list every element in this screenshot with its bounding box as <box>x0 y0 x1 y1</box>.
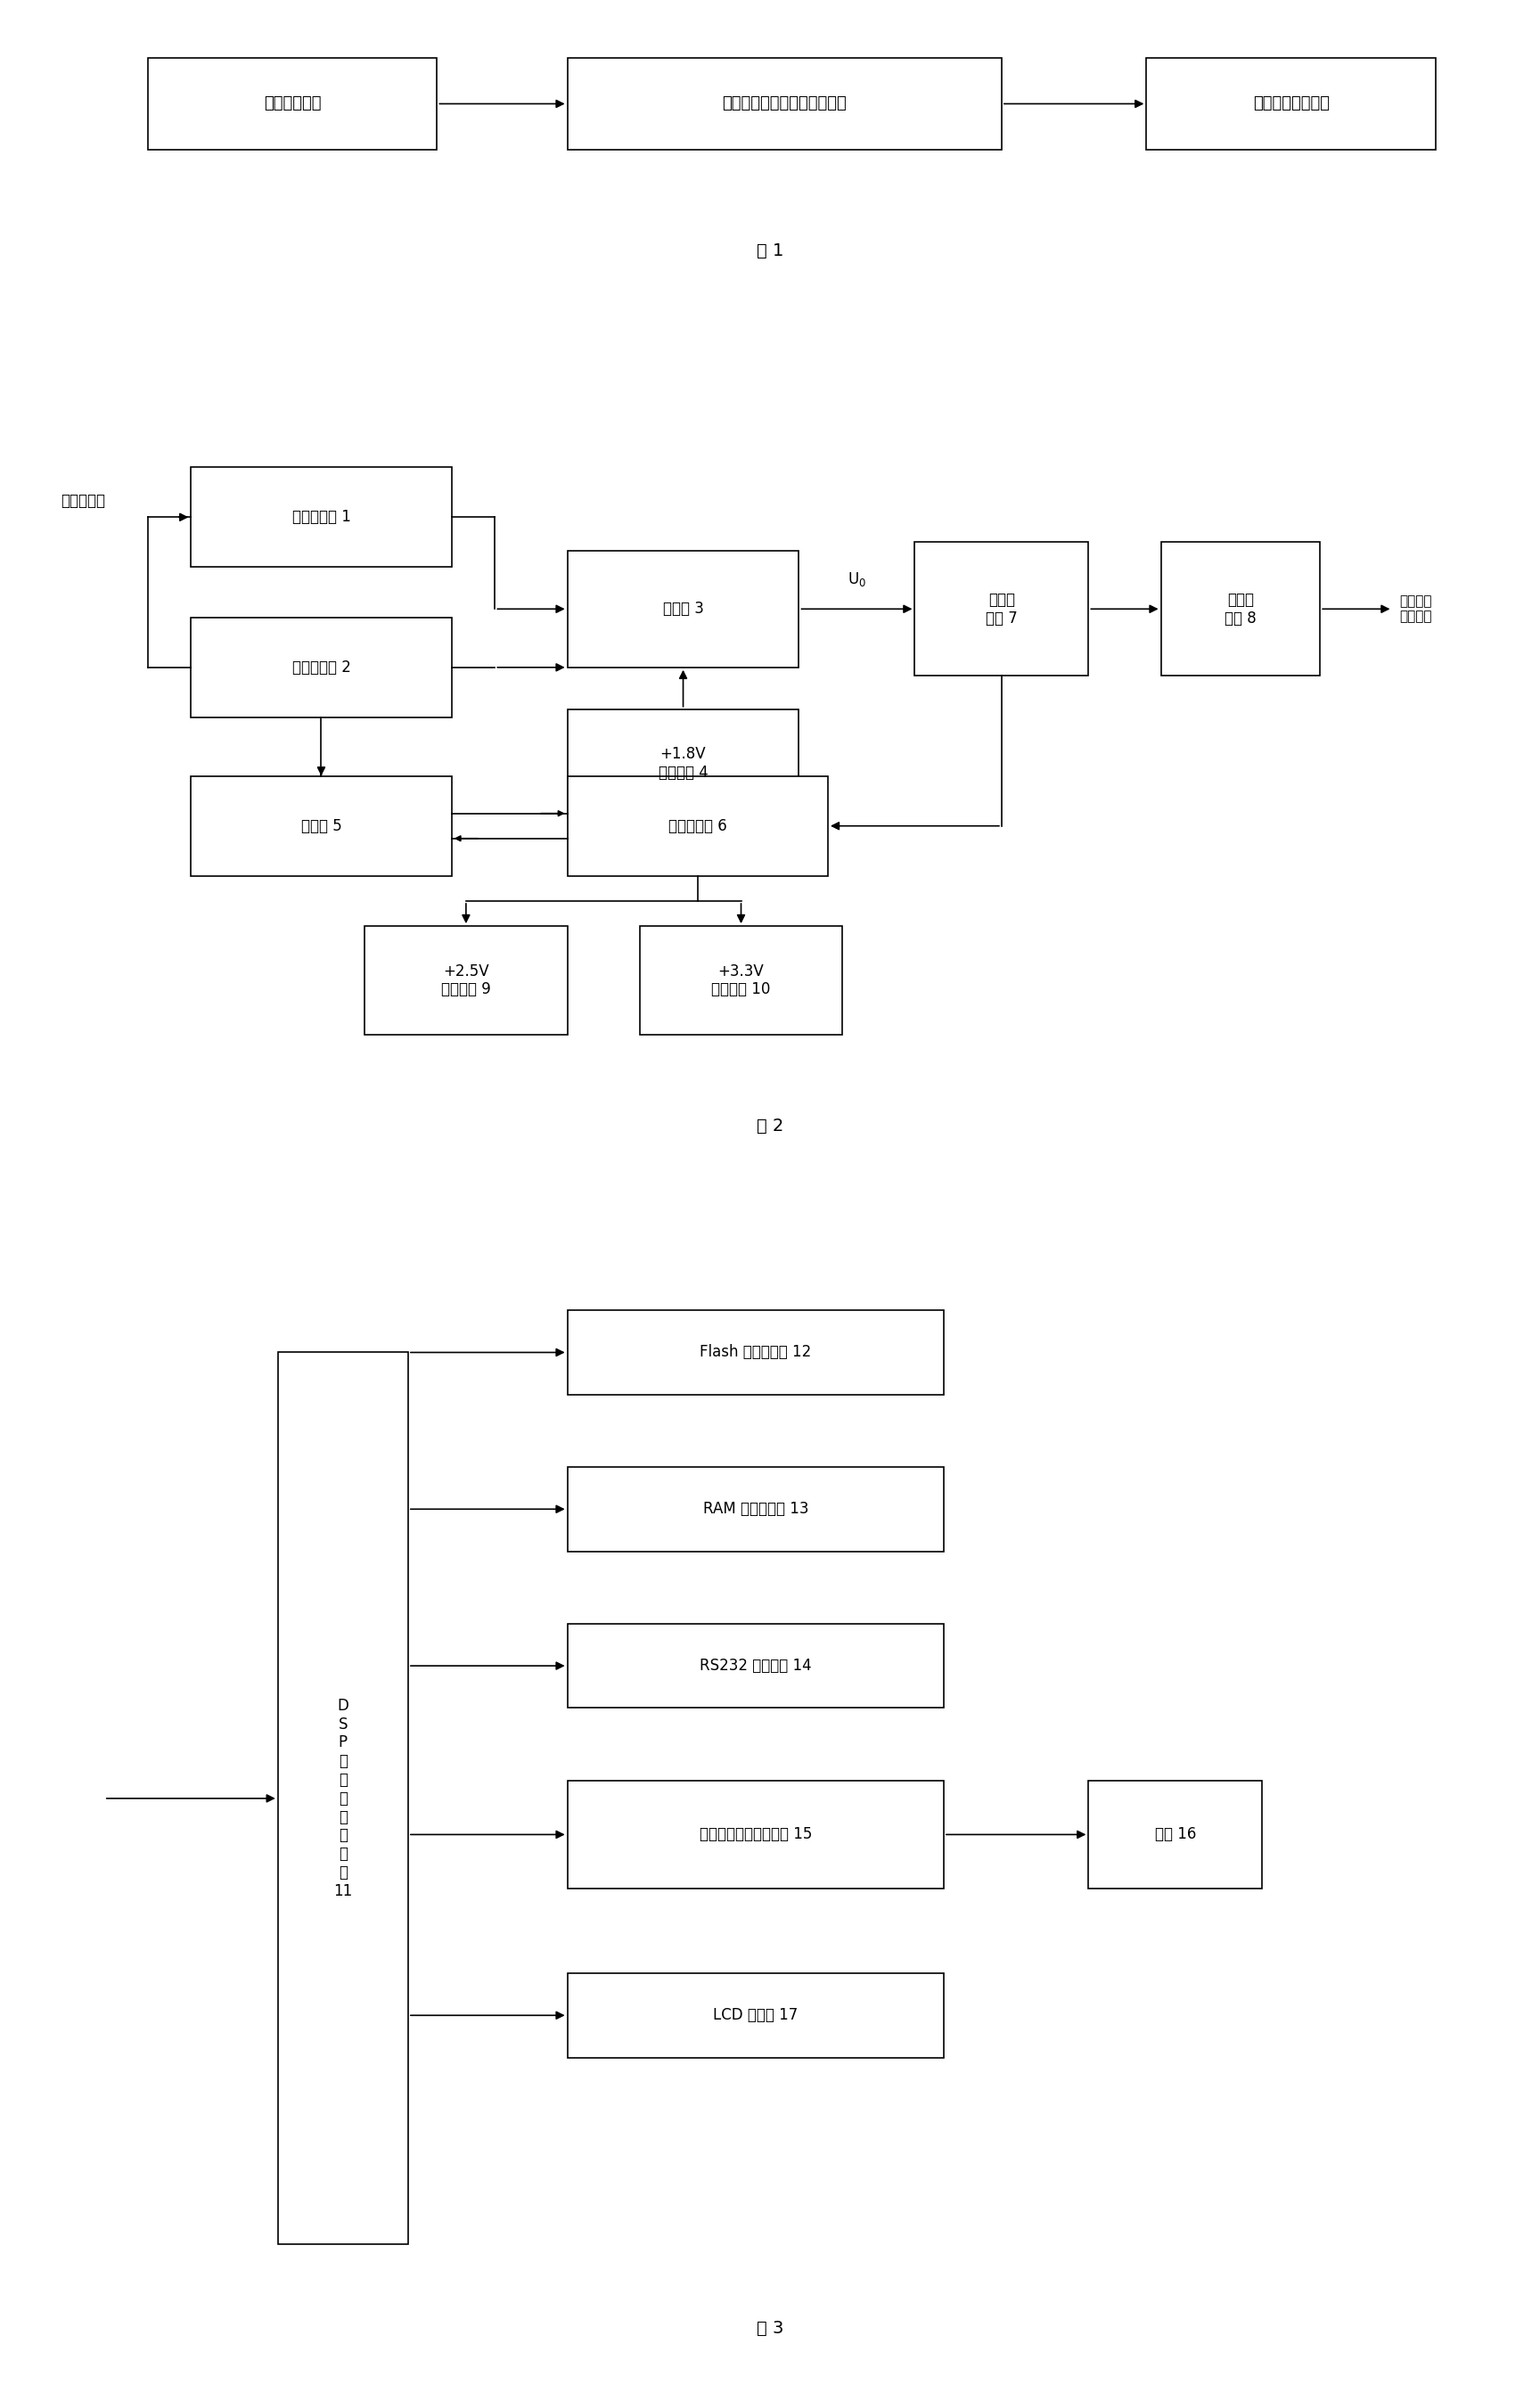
FancyBboxPatch shape <box>567 1311 944 1395</box>
FancyBboxPatch shape <box>148 58 437 149</box>
Text: U$_0$: U$_0$ <box>847 571 865 588</box>
Text: 声发射传感器: 声发射传感器 <box>263 96 320 113</box>
Text: 可编程逻辑控制寄存器 15: 可编程逻辑控制寄存器 15 <box>699 1827 812 1842</box>
FancyBboxPatch shape <box>639 927 842 1035</box>
Text: 图 3: 图 3 <box>756 2319 784 2336</box>
FancyBboxPatch shape <box>191 776 451 876</box>
Text: RAM 数据存储器 13: RAM 数据存储器 13 <box>702 1501 808 1517</box>
FancyBboxPatch shape <box>365 927 567 1035</box>
FancyBboxPatch shape <box>567 1974 944 2058</box>
FancyBboxPatch shape <box>567 708 799 819</box>
FancyBboxPatch shape <box>567 776 829 876</box>
Text: 双路比较器 6: 双路比较器 6 <box>668 819 727 833</box>
Text: 前置放大器 1: 前置放大器 1 <box>293 509 351 526</box>
Text: RS232 串口芯片 14: RS232 串口芯片 14 <box>699 1657 812 1673</box>
FancyBboxPatch shape <box>191 617 451 718</box>
FancyBboxPatch shape <box>567 550 799 667</box>
Text: +2.5V
基准电源 9: +2.5V 基准电源 9 <box>440 963 491 996</box>
Text: 工频陷
波器 7: 工频陷 波器 7 <box>986 591 1018 627</box>
Text: 图 1: 图 1 <box>756 243 784 259</box>
FancyBboxPatch shape <box>1146 58 1435 149</box>
Text: 数字信号
处理模块: 数字信号 处理模块 <box>1400 595 1432 624</box>
FancyBboxPatch shape <box>567 1467 944 1551</box>
FancyBboxPatch shape <box>191 468 451 567</box>
FancyBboxPatch shape <box>915 543 1089 675</box>
Text: D
S
P
数
字
信
号
处
理
器
11: D S P 数 字 信 号 处 理 器 11 <box>334 1698 353 1899</box>
Text: 数字信号处理模块: 数字信号处理模块 <box>1254 96 1329 113</box>
Text: 键盘 16: 键盘 16 <box>1155 1827 1197 1842</box>
Text: LCD 显示器 17: LCD 显示器 17 <box>713 2007 798 2024</box>
FancyBboxPatch shape <box>277 1352 408 2245</box>
Text: 单片机 5: 单片机 5 <box>300 819 342 833</box>
Text: 数字电位器 2: 数字电位器 2 <box>293 660 351 675</box>
Text: 信号调理和自动增益放大模块: 信号调理和自动增益放大模块 <box>722 96 847 113</box>
FancyBboxPatch shape <box>567 1779 944 1890</box>
Text: +3.3V
基准电源 10: +3.3V 基准电源 10 <box>711 963 770 996</box>
FancyBboxPatch shape <box>1161 543 1320 675</box>
Text: 加法器 3: 加法器 3 <box>662 600 704 617</box>
Text: +1.8V
基准电源 4: +1.8V 基准电源 4 <box>658 747 708 780</box>
Text: Flash 数据存储器 12: Flash 数据存储器 12 <box>699 1345 812 1361</box>
Text: 来自传感器: 来自传感器 <box>60 492 105 509</box>
Text: 低通滤
波器 8: 低通滤 波器 8 <box>1224 591 1257 627</box>
FancyBboxPatch shape <box>567 58 1001 149</box>
FancyBboxPatch shape <box>567 1623 944 1707</box>
Text: 图 2: 图 2 <box>756 1119 784 1136</box>
FancyBboxPatch shape <box>1089 1779 1263 1890</box>
